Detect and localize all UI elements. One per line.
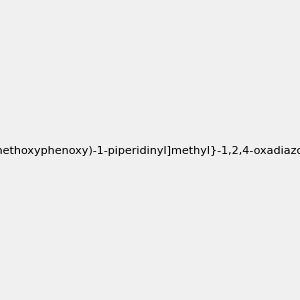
Text: 2-(5-{[4-(4-methoxyphenoxy)-1-piperidinyl]methyl}-1,2,4-oxadiazol-3-yl)pyridine: 2-(5-{[4-(4-methoxyphenoxy)-1-piperidiny…	[0, 146, 300, 157]
